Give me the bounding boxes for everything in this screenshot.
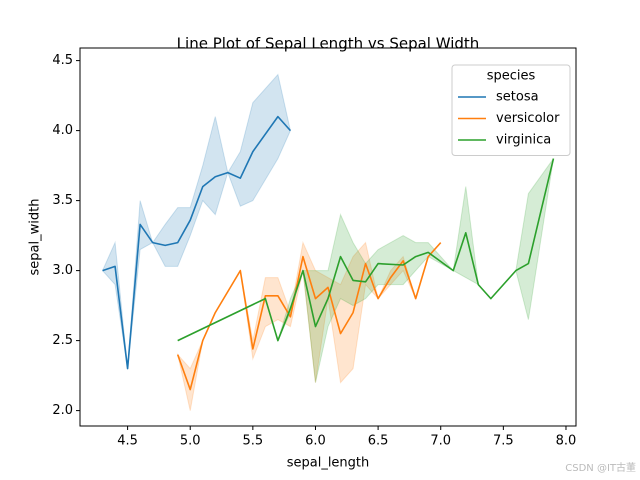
plot-frame <box>79 47 577 427</box>
chart-title: Line Plot of Sepal Length vs Sepal Width <box>177 35 480 53</box>
legend-label: virginica <box>496 133 551 148</box>
legend-title: species <box>487 69 536 84</box>
confidence-band <box>177 158 554 383</box>
legend-label: versicolor <box>496 111 560 126</box>
x-tick-label: 6.0 <box>305 434 326 449</box>
x-tick-label: 8.0 <box>556 434 577 449</box>
line <box>102 115 292 370</box>
y-tick-label: 2.0 <box>52 403 73 418</box>
legend-box <box>451 64 571 156</box>
x-tick-label: 5.5 <box>243 434 264 449</box>
x-tick-label: 5.0 <box>180 434 201 449</box>
y-tick-label: 2.5 <box>52 333 73 348</box>
y-tick-label: 4.0 <box>52 123 73 138</box>
x-axis-label: sepal_length <box>287 456 370 471</box>
x-tick-label: 7.0 <box>430 434 451 449</box>
y-tick-label: 3.0 <box>52 263 73 278</box>
y-axis-label: sepal_width <box>28 199 43 276</box>
line <box>176 242 442 391</box>
line <box>177 158 555 342</box>
y-tick-label: 4.5 <box>52 53 73 68</box>
x-tick-label: 4.5 <box>117 434 138 449</box>
y-tick-label: 3.5 <box>52 193 73 208</box>
watermark: CSDN @IT古董 <box>565 461 636 474</box>
legend-label: setosa <box>496 90 539 105</box>
x-tick-label: 6.5 <box>368 434 389 449</box>
x-tick-label: 7.5 <box>493 434 514 449</box>
